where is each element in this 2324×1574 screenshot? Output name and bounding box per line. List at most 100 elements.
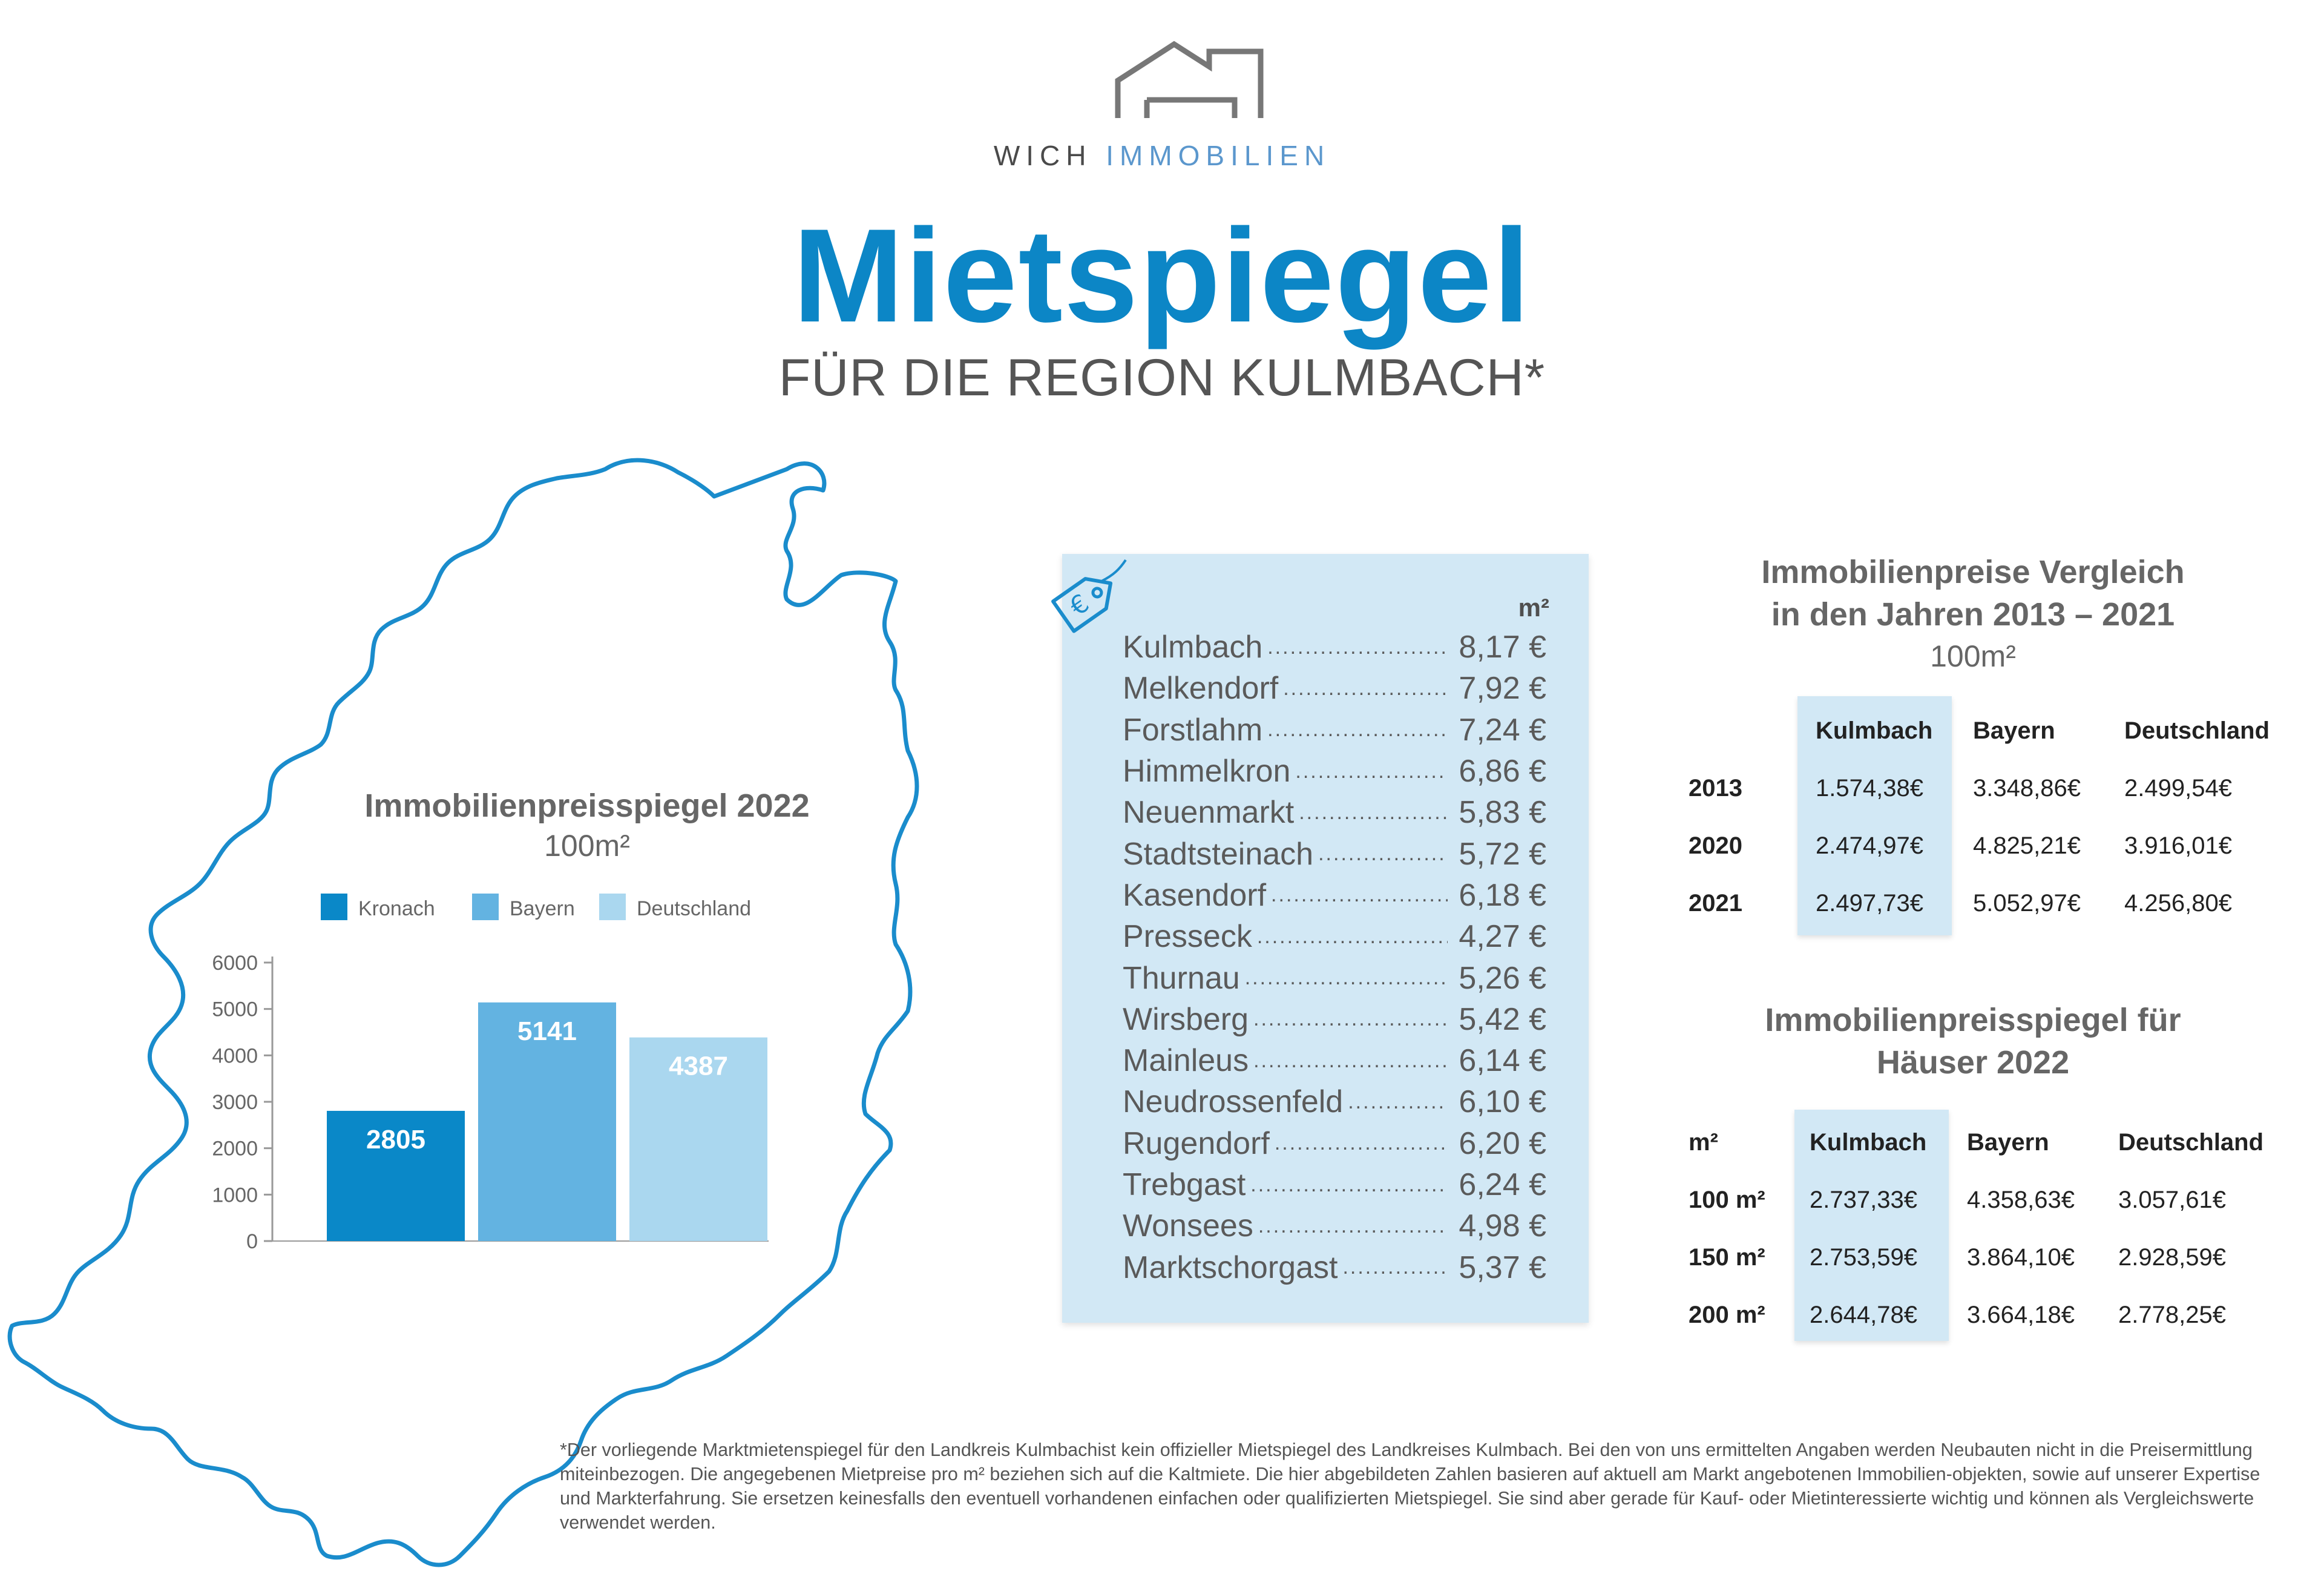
kulmbach-column-highlight bbox=[1797, 696, 1952, 935]
legend-label: Deutschland bbox=[637, 897, 751, 920]
page-title: Mietspiegel bbox=[792, 201, 1532, 350]
y-tick-label: 3000 bbox=[212, 1091, 258, 1114]
y-tick-label: 6000 bbox=[212, 952, 258, 975]
table-cell: 2.497,73€ bbox=[1816, 890, 1923, 917]
y-tick-label: 2000 bbox=[212, 1138, 258, 1161]
table-row: 2021 2.497,73€ 5.052,97€ 4.256,80€ bbox=[1689, 875, 2282, 932]
row-header: 2021 bbox=[1689, 890, 1742, 917]
dot-leader: ........................................… bbox=[1267, 635, 1448, 659]
brand-name-part1: WICH bbox=[993, 140, 1092, 171]
dot-leader: ........................................… bbox=[1250, 1173, 1448, 1196]
rent-city: Wirsberg bbox=[1123, 1001, 1249, 1037]
table-header-row: Kulmbach Bayern Deutschland bbox=[1689, 702, 2282, 760]
rent-unit-header: m² bbox=[1518, 593, 1549, 622]
rent-city: Kasendorf bbox=[1123, 877, 1267, 913]
region-outline-map bbox=[7, 458, 919, 1567]
rent-list-item: Trebgast................................… bbox=[1123, 1164, 1546, 1205]
houses-title: Immobilienpreisspiegel für Häuser 2022 bbox=[1646, 999, 2300, 1084]
table-cell: 3.664,18€ bbox=[1967, 1302, 2075, 1328]
table-cell: 4.256,80€ bbox=[2124, 890, 2232, 917]
rent-city: Mainleus bbox=[1123, 1043, 1249, 1079]
rent-list-item: Wonsees.................................… bbox=[1123, 1205, 1546, 1246]
rent-city: Melkendorf bbox=[1123, 671, 1279, 706]
comparison-title: Immobilienpreise Vergleich in den Jahren… bbox=[1646, 551, 2300, 636]
rent-city: Wonsees bbox=[1123, 1208, 1253, 1244]
dot-leader: ........................................… bbox=[1299, 800, 1448, 824]
column-header: m² bbox=[1689, 1129, 1718, 1156]
column-header: Bayern bbox=[1973, 717, 2055, 744]
rent-list-item: Neudrossenfeld..........................… bbox=[1123, 1081, 1546, 1122]
column-header: Kulmbach bbox=[1816, 717, 1933, 744]
dot-leader: ........................................… bbox=[1258, 1214, 1448, 1237]
page-subtitle: FÜR DIE REGION KULMBACH* bbox=[778, 349, 1546, 407]
row-header: 200 m² bbox=[1689, 1302, 1765, 1328]
legend-swatch bbox=[599, 894, 626, 920]
rent-price: 5,26 € bbox=[1459, 960, 1546, 996]
rent-city: Marktschorgast bbox=[1123, 1250, 1338, 1285]
rent-list-item: Wirsberg................................… bbox=[1123, 999, 1546, 1040]
rent-price-list: Kulmbach................................… bbox=[1123, 627, 1546, 1288]
dot-leader: ........................................… bbox=[1318, 842, 1448, 866]
rent-list-item: Stadtsteinach...........................… bbox=[1123, 833, 1546, 874]
row-header: 100 m² bbox=[1689, 1187, 1765, 1213]
rent-price: 4,27 € bbox=[1459, 919, 1546, 955]
rent-city: Rugendorf bbox=[1123, 1125, 1270, 1161]
brand-name-part2: IMMOBILIEN bbox=[1106, 140, 1331, 171]
rent-price: 5,72 € bbox=[1459, 836, 1546, 872]
table-cell: 4.825,21€ bbox=[1973, 832, 2081, 859]
column-header: Deutschland bbox=[2118, 1129, 2264, 1156]
chart-title: Immobilienpreisspiegel 2022 bbox=[364, 788, 810, 824]
dot-leader: ........................................… bbox=[1253, 1049, 1448, 1072]
rent-price: 6,20 € bbox=[1459, 1125, 1546, 1161]
row-header: 150 m² bbox=[1689, 1244, 1765, 1271]
legend-label: Bayern bbox=[510, 897, 575, 920]
table-header-row: m² Kulmbach Bayern Deutschland bbox=[1689, 1114, 2276, 1171]
row-header: 2013 bbox=[1689, 775, 1742, 802]
legend-label: Kronach bbox=[358, 897, 435, 920]
table-row: 2020 2.474,97€ 4.825,21€ 3.916,01€ bbox=[1689, 817, 2282, 875]
comparison-table: Kulmbach Bayern Deutschland 2013 1.574,38€ 3.… bbox=[1689, 702, 2282, 932]
rent-city: Neuenmarkt bbox=[1123, 795, 1295, 831]
comparison-unit: 100m² bbox=[1930, 639, 2016, 673]
bar-chart: Kronach Bayern Deutschland 0 1000 2000 3000 400… bbox=[212, 894, 769, 1253]
rent-price: 6,14 € bbox=[1459, 1043, 1546, 1079]
rent-price: 5,42 € bbox=[1459, 1001, 1546, 1037]
house-outline-logo bbox=[1115, 41, 1264, 118]
rent-price: 7,92 € bbox=[1459, 671, 1546, 706]
bar-value-label: 5141 bbox=[517, 1016, 577, 1046]
table-row: 100 m² 2.737,33€ 4.358,63€ 3.057,61€ bbox=[1689, 1171, 2276, 1229]
rent-list-item: Rugendorf...............................… bbox=[1123, 1123, 1546, 1164]
houses-title-line1: Immobilienpreisspiegel für bbox=[1765, 1002, 2181, 1038]
dot-leader: ........................................… bbox=[1267, 718, 1448, 742]
table-cell: 1.574,38€ bbox=[1816, 775, 1923, 802]
rent-city: Stadtsteinach bbox=[1123, 836, 1314, 872]
dot-leader: ........................................… bbox=[1274, 1131, 1448, 1155]
rent-city: Thurnau bbox=[1123, 960, 1240, 996]
y-tick-label: 4000 bbox=[212, 1044, 258, 1067]
rent-city: Neudrossenfeld bbox=[1123, 1084, 1344, 1120]
rent-city: Forstlahm bbox=[1123, 712, 1263, 748]
rent-price: 6,86 € bbox=[1459, 754, 1546, 789]
rent-price: 8,17 € bbox=[1459, 630, 1546, 665]
dot-leader: ........................................… bbox=[1256, 924, 1448, 948]
table-row: 2013 1.574,38€ 3.348,86€ 2.499,54€ bbox=[1689, 760, 2282, 817]
rent-list-item: Mainleus................................… bbox=[1123, 1040, 1546, 1081]
footnote: *Der vorliegende Marktmietenspiegel für … bbox=[560, 1440, 2260, 1533]
rent-list-item: Neuenmarkt..............................… bbox=[1123, 792, 1546, 833]
brand-name: WICH IMMOBILIEN bbox=[0, 139, 2324, 172]
legend-swatch bbox=[472, 894, 499, 920]
row-header: 2020 bbox=[1689, 832, 1742, 859]
rent-city: Himmelkron bbox=[1123, 754, 1291, 789]
column-header: Kulmbach bbox=[1810, 1129, 1927, 1156]
table-cell: 2.778,25€ bbox=[2118, 1302, 2226, 1328]
y-tick-label: 1000 bbox=[212, 1184, 258, 1207]
dot-leader: ........................................… bbox=[1244, 966, 1448, 990]
rent-list-item: Thurnau.................................… bbox=[1123, 957, 1546, 998]
column-header: Deutschland bbox=[2124, 717, 2270, 744]
dot-leader: ........................................… bbox=[1295, 759, 1448, 783]
rent-price: 7,24 € bbox=[1459, 712, 1546, 748]
table-cell: 2.644,78€ bbox=[1810, 1302, 1917, 1328]
table-cell: 3.916,01€ bbox=[2124, 832, 2232, 859]
table-cell: 3.348,86€ bbox=[1973, 775, 2081, 802]
rent-list-item: Kulmbach................................… bbox=[1123, 627, 1546, 668]
